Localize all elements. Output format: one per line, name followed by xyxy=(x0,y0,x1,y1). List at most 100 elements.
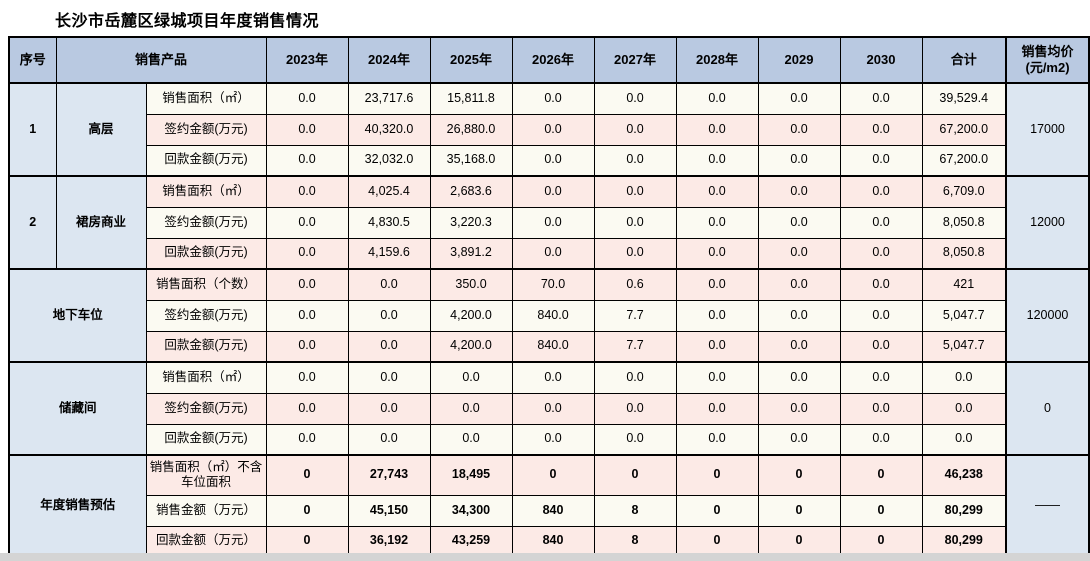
metric-label-cell[interactable]: 回款金额（万元） xyxy=(145,525,267,558)
value-cell-2026年[interactable]: 840.0 xyxy=(511,299,595,332)
metric-label-cell[interactable]: 销售面积（㎡） xyxy=(145,361,267,394)
value-cell-2023年[interactable]: 0.0 xyxy=(265,144,349,177)
value-cell-2030[interactable]: 0.0 xyxy=(839,268,923,301)
value-cell-2029[interactable]: 0.0 xyxy=(757,144,841,177)
value-cell-2025年[interactable]: 3,891.2 xyxy=(429,237,513,270)
value-cell-2026年[interactable]: 0.0 xyxy=(511,144,595,177)
total-cell[interactable]: 6,709.0 xyxy=(921,175,1007,208)
header-year-0[interactable]: 2023年 xyxy=(265,36,349,84)
avg-price-cell[interactable]: —— xyxy=(1005,454,1090,558)
value-cell-2029[interactable]: 0.0 xyxy=(757,392,841,425)
value-cell-2027年[interactable]: 0.0 xyxy=(593,392,677,425)
total-cell[interactable]: 421 xyxy=(921,268,1007,301)
value-cell-2024年[interactable]: 4,025.4 xyxy=(347,175,431,208)
value-cell-2024年[interactable]: 0.0 xyxy=(347,361,431,394)
value-cell-2026年[interactable]: 0.0 xyxy=(511,82,595,115)
header-total[interactable]: 合计 xyxy=(921,36,1007,84)
value-cell-2026年[interactable]: 840 xyxy=(511,494,595,527)
value-cell-2024年[interactable]: 23,717.6 xyxy=(347,82,431,115)
value-cell-2030[interactable]: 0.0 xyxy=(839,82,923,115)
value-cell-2024年[interactable]: 0.0 xyxy=(347,299,431,332)
value-cell-2024年[interactable]: 0.0 xyxy=(347,330,431,363)
value-cell-2024年[interactable]: 40,320.0 xyxy=(347,113,431,146)
value-cell-2026年[interactable]: 0.0 xyxy=(511,423,595,456)
value-cell-2024年[interactable]: 4,159.6 xyxy=(347,237,431,270)
total-cell[interactable]: 46,238 xyxy=(921,454,1007,496)
value-cell-2025年[interactable]: 4,200.0 xyxy=(429,330,513,363)
value-cell-2027年[interactable]: 0.0 xyxy=(593,82,677,115)
value-cell-2028年[interactable]: 0 xyxy=(675,494,759,527)
value-cell-2030[interactable]: 0.0 xyxy=(839,299,923,332)
value-cell-2028年[interactable]: 0.0 xyxy=(675,392,759,425)
metric-label-cell[interactable]: 销售面积（㎡） xyxy=(145,175,267,208)
value-cell-2030[interactable]: 0.0 xyxy=(839,144,923,177)
metric-label-cell[interactable]: 销售面积（㎡） xyxy=(145,82,267,115)
avg-price-cell[interactable]: 120000 xyxy=(1005,268,1090,363)
metric-label-cell[interactable]: 销售金额（万元） xyxy=(145,494,267,527)
value-cell-2029[interactable]: 0.0 xyxy=(757,361,841,394)
value-cell-2030[interactable]: 0.0 xyxy=(839,206,923,239)
value-cell-2030[interactable]: 0.0 xyxy=(839,175,923,208)
header-year-3[interactable]: 2026年 xyxy=(511,36,595,84)
value-cell-2029[interactable]: 0 xyxy=(757,494,841,527)
value-cell-2028年[interactable]: 0 xyxy=(675,525,759,558)
value-cell-2029[interactable]: 0.0 xyxy=(757,82,841,115)
value-cell-2025年[interactable]: 0.0 xyxy=(429,392,513,425)
value-cell-2030[interactable]: 0.0 xyxy=(839,330,923,363)
value-cell-2023年[interactable]: 0.0 xyxy=(265,392,349,425)
metric-label-cell[interactable]: 销售面积（个数） xyxy=(145,268,267,301)
header-year-7[interactable]: 2030 xyxy=(839,36,923,84)
metric-label-cell[interactable]: 签约金额(万元) xyxy=(145,206,267,239)
total-cell[interactable]: 5,047.7 xyxy=(921,330,1007,363)
metric-label-cell[interactable]: 回款金额(万元) xyxy=(145,144,267,177)
value-cell-2025年[interactable]: 0.0 xyxy=(429,423,513,456)
total-cell[interactable]: 0.0 xyxy=(921,392,1007,425)
value-cell-2029[interactable]: 0 xyxy=(757,525,841,558)
value-cell-2027年[interactable]: 7.7 xyxy=(593,299,677,332)
value-cell-2026年[interactable]: 70.0 xyxy=(511,268,595,301)
value-cell-2025年[interactable]: 26,880.0 xyxy=(429,113,513,146)
value-cell-2025年[interactable]: 15,811.8 xyxy=(429,82,513,115)
value-cell-2023年[interactable]: 0.0 xyxy=(265,237,349,270)
value-cell-2028年[interactable]: 0.0 xyxy=(675,144,759,177)
total-cell[interactable]: 80,299 xyxy=(921,525,1007,558)
total-cell[interactable]: 8,050.8 xyxy=(921,237,1007,270)
group-name-cell[interactable]: 裙房商业 xyxy=(55,175,147,270)
value-cell-2023年[interactable]: 0.0 xyxy=(265,82,349,115)
header-year-4[interactable]: 2027年 xyxy=(593,36,677,84)
value-cell-2024年[interactable]: 0.0 xyxy=(347,268,431,301)
value-cell-2029[interactable]: 0.0 xyxy=(757,237,841,270)
total-cell[interactable]: 67,200.0 xyxy=(921,144,1007,177)
value-cell-2025年[interactable]: 0.0 xyxy=(429,361,513,394)
metric-label-cell[interactable]: 签约金额(万元) xyxy=(145,392,267,425)
metric-label-cell[interactable]: 回款金额(万元) xyxy=(145,330,267,363)
value-cell-2029[interactable]: 0.0 xyxy=(757,113,841,146)
value-cell-2024年[interactable]: 4,830.5 xyxy=(347,206,431,239)
value-cell-2027年[interactable]: 0.0 xyxy=(593,206,677,239)
value-cell-2030[interactable]: 0.0 xyxy=(839,113,923,146)
value-cell-2023年[interactable]: 0.0 xyxy=(265,361,349,394)
header-product[interactable]: 销售产品 xyxy=(55,36,267,84)
group-name-cell[interactable]: 高层 xyxy=(55,82,147,177)
metric-label-cell[interactable]: 回款金额(万元) xyxy=(145,237,267,270)
avg-price-cell[interactable]: 17000 xyxy=(1005,82,1090,177)
value-cell-2030[interactable]: 0.0 xyxy=(839,237,923,270)
total-cell[interactable]: 8,050.8 xyxy=(921,206,1007,239)
value-cell-2028年[interactable]: 0.0 xyxy=(675,237,759,270)
value-cell-2027年[interactable]: 0 xyxy=(593,454,677,496)
value-cell-2030[interactable]: 0.0 xyxy=(839,361,923,394)
value-cell-2027年[interactable]: 0.0 xyxy=(593,175,677,208)
value-cell-2028年[interactable]: 0.0 xyxy=(675,113,759,146)
value-cell-2028年[interactable]: 0.0 xyxy=(675,361,759,394)
header-seq[interactable]: 序号 xyxy=(8,36,57,84)
value-cell-2027年[interactable]: 0.0 xyxy=(593,113,677,146)
value-cell-2028年[interactable]: 0.0 xyxy=(675,82,759,115)
total-cell[interactable]: 80,299 xyxy=(921,494,1007,527)
metric-label-cell[interactable]: 销售面积（㎡）不含车位面积 xyxy=(145,454,267,496)
value-cell-2029[interactable]: 0.0 xyxy=(757,175,841,208)
value-cell-2028年[interactable]: 0 xyxy=(675,454,759,496)
value-cell-2024年[interactable]: 0.0 xyxy=(347,423,431,456)
metric-label-cell[interactable]: 签约金额(万元) xyxy=(145,299,267,332)
header-year-2[interactable]: 2025年 xyxy=(429,36,513,84)
group-name-cell[interactable]: 年度销售预估 xyxy=(8,454,147,558)
